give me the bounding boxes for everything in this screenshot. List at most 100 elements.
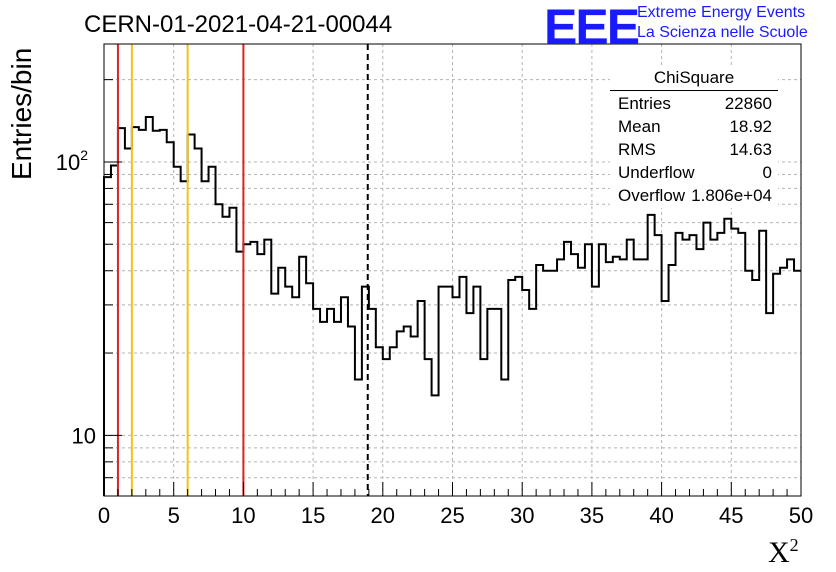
y-tick-label: 102 [56,147,88,175]
histogram-bin [787,259,794,496]
x-tick-label: 50 [789,503,813,528]
histogram-bin [425,359,432,496]
histogram-bin [174,167,181,496]
histogram-bin [655,235,662,496]
stats-box: ChiSquare Entries 22860 Mean 18.92 RMS 1… [610,66,778,208]
histogram-bin [585,244,592,496]
histogram-bin [209,167,216,496]
histogram-bin [243,244,250,496]
logo-line1: Extreme Energy Events [637,4,806,21]
histogram-bin [257,254,264,496]
stats-row-mean: Mean 18.92 [610,116,778,139]
histogram-bin [153,131,160,496]
histogram-bin [480,359,487,496]
x-axis-label: X2 [768,535,799,570]
histogram-bin [473,287,480,496]
stats-row-underflow: Underflow 0 [610,162,778,185]
histogram-bin [696,249,703,496]
histogram-bin [529,309,536,496]
y-tick-label: 10 [72,423,96,448]
grid [104,44,801,497]
histogram-bin [515,277,522,496]
histogram-bin [160,130,167,496]
histogram-bin [146,117,153,496]
chart-title: CERN-01-2021-04-21-00044 [84,11,393,38]
x-axis-label-sup: 2 [789,535,799,555]
histogram-bin [236,252,243,496]
histogram-bin [773,274,780,496]
histogram-bin [418,301,425,496]
histogram-bin [710,240,717,496]
histogram-bin [376,347,383,496]
histogram-bin [229,208,236,496]
histogram-bin [432,395,439,496]
x-tick-label: 25 [440,503,464,528]
stats-value: 1.806e+04 [691,186,772,205]
histogram-bin [731,229,738,496]
x-axis-label-text: X [768,536,790,569]
stats-label: Overflow [618,186,686,205]
histogram-bin [459,277,466,496]
histogram-bin [216,204,223,496]
x-tick-label: 10 [231,503,255,528]
histogram-bin [271,294,278,496]
x-tick-label: 15 [301,503,325,528]
histogram-bin [676,233,683,496]
histogram-bin [592,287,599,496]
histogram-bin [369,309,376,496]
histogram-bin [522,290,529,496]
stats-label: RMS [618,140,656,159]
histogram-bin [181,181,188,496]
histogram-bin [320,322,327,496]
histogram-bin [571,254,578,496]
histogram-bin [766,313,773,496]
histogram [103,116,801,496]
y-axis-label: Entries/bin [6,47,37,180]
histogram-bin [390,347,397,496]
histogram-bin [341,297,348,496]
histogram-bin [620,259,627,496]
histogram-bin [222,217,229,496]
logo-line2: La Scienza nelle Scuole [637,24,808,41]
histogram-bin [717,233,724,496]
histogram-bin [306,283,313,496]
histogram-bin [752,280,759,496]
histogram-bin [724,219,731,496]
histogram-bin [662,301,669,496]
x-tick-label: 30 [510,503,534,528]
stats-value: 14.63 [729,140,772,159]
histogram-bin [383,359,390,496]
marker-lines [116,44,369,496]
histogram-bin [738,233,745,496]
x-tick-label: 5 [168,503,180,528]
histogram-bin [564,242,571,496]
histogram-bin [494,309,501,496]
histogram-bin [132,127,139,496]
histogram-bin [348,327,355,496]
histogram-bin [334,322,341,496]
histogram-bin [487,309,494,496]
histogram-bin [606,262,613,496]
x-tick-label: 45 [719,503,743,528]
x-tick-label: 20 [371,503,395,528]
histogram-bin [397,331,404,496]
histogram-bin [689,235,696,496]
histogram-bin [125,148,132,496]
histogram-bin [466,313,473,496]
histogram-outline [103,116,801,496]
histogram-bin [167,142,174,496]
histogram-bin [285,287,292,496]
histogram-bin [327,309,334,496]
histogram-bin [299,257,306,496]
eee-logo: EEE [544,0,640,55]
histogram-bin [313,309,320,496]
stats-value: 0 [762,163,772,182]
histogram-bin [404,327,411,496]
stats-title: ChiSquare [610,66,778,91]
histogram-bin [501,380,508,496]
x-tick-label: 35 [580,503,604,528]
histogram-bin [118,128,125,496]
histogram-bin [139,130,146,496]
histogram-bin [439,287,446,496]
histogram-bin [634,259,641,496]
